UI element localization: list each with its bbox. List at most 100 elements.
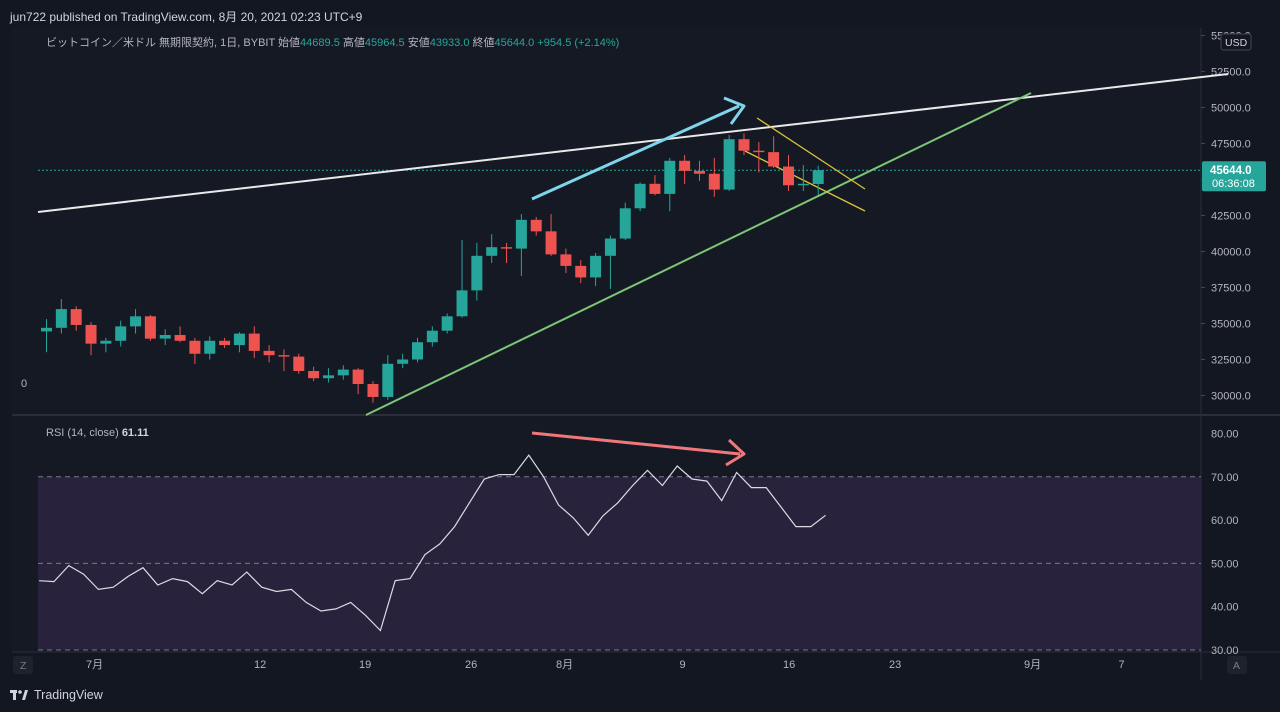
time-tick-label: 7月 [86, 659, 103, 671]
time-tick-label: 12 [254, 659, 266, 671]
time-tick-label: 16 [783, 659, 795, 671]
candle-body[interactable] [634, 183, 646, 209]
candle-body[interactable] [219, 340, 231, 346]
candle-body[interactable] [100, 340, 112, 344]
legend-part: 43933.0 [430, 37, 473, 49]
cyan-arrow-head[interactable] [723, 96, 746, 125]
candle-body[interactable] [753, 150, 765, 153]
candle-body[interactable] [515, 219, 527, 249]
candle-body[interactable] [189, 340, 201, 354]
candle-body[interactable] [115, 326, 127, 341]
candle-body[interactable] [590, 255, 602, 278]
candle-body[interactable] [130, 316, 142, 327]
last-price-badge [1202, 161, 1266, 192]
last-price-label: 45644.0 [1210, 165, 1252, 177]
candle-body[interactable] [278, 355, 290, 357]
price-tick-label: 30000.0 [1211, 391, 1251, 403]
zoom-button-label: Z [20, 660, 27, 672]
candle-body[interactable] [352, 369, 364, 384]
currency-badge[interactable] [1220, 33, 1252, 51]
rsi-line[interactable] [39, 454, 826, 632]
auto-scale-button[interactable] [1227, 656, 1247, 674]
candle-body[interactable] [144, 316, 156, 339]
currency-label: USD [1225, 37, 1248, 49]
candle-body[interactable] [471, 255, 483, 291]
candle-body[interactable] [441, 316, 453, 331]
candle-body[interactable] [174, 335, 186, 341]
candle-body[interactable] [426, 330, 438, 343]
legend-part: 45644.0 [495, 37, 538, 49]
time-tick-label: 26 [465, 659, 477, 671]
candle-body[interactable] [738, 139, 750, 151]
candle-body[interactable] [293, 356, 305, 372]
candle-body[interactable] [575, 265, 587, 278]
footer-bar: TradingView [0, 680, 1280, 712]
channel-lower-line[interactable] [744, 150, 866, 212]
candle-body[interactable] [604, 238, 616, 256]
resistance-trendline[interactable] [37, 73, 1229, 213]
candle-body[interactable] [501, 247, 513, 249]
candle-body[interactable] [248, 333, 260, 351]
rsi-tick-label: 40.00 [1211, 602, 1239, 614]
zoom-reset-button[interactable] [13, 656, 33, 674]
price-tick-label: 50000.0 [1211, 103, 1251, 115]
candle-body[interactable] [664, 160, 676, 194]
red-arrow-shaft[interactable] [531, 431, 741, 456]
candle-body[interactable] [159, 335, 171, 339]
candle-body[interactable] [322, 375, 334, 379]
price-tick-label: 35000.0 [1211, 319, 1251, 331]
candle-body[interactable] [397, 359, 409, 364]
candle-body[interactable] [55, 309, 67, 328]
price-tick-label: 52500.0 [1211, 67, 1251, 79]
candle-body[interactable] [679, 160, 691, 171]
price-tick-label: 32500.0 [1211, 355, 1251, 367]
candle-body[interactable] [337, 369, 349, 376]
candle-body[interactable] [456, 290, 468, 317]
candle-body[interactable] [412, 342, 423, 360]
legend-part: +954.5 (+2.14%) [537, 37, 619, 49]
time-tick-label: 7 [1119, 659, 1125, 671]
candle-body[interactable] [545, 231, 557, 255]
candle-body[interactable] [693, 170, 705, 174]
tradingview-logo-icon [10, 689, 28, 701]
candle-body[interactable] [619, 208, 631, 239]
publisher-bar: jun722 published on TradingView.com, 8月 … [0, 0, 1280, 28]
candle-body[interactable] [308, 371, 320, 379]
channel-upper-line[interactable] [756, 117, 866, 190]
candle-body[interactable] [708, 173, 720, 190]
candle-body[interactable] [783, 166, 794, 186]
time-tick-label: 8月 [556, 659, 573, 671]
candle-body[interactable] [649, 183, 661, 194]
symbol-legend: ビットコイン／米ドル 無期限契約, 1日, BYBIT 始値44689.5 高値… [46, 35, 619, 49]
time-tick-label: 23 [889, 659, 901, 671]
candle-body[interactable] [204, 340, 216, 354]
red-arrow-head[interactable] [725, 438, 746, 467]
candle-body[interactable] [367, 383, 379, 397]
candle-body[interactable] [41, 327, 52, 332]
candle-body[interactable] [812, 170, 824, 184]
candle-body[interactable] [382, 363, 394, 397]
candle-body[interactable] [560, 254, 572, 266]
price-tick-label: 47500.0 [1211, 139, 1251, 151]
candle-body[interactable] [486, 247, 498, 256]
tradingview-brand[interactable]: TradingView [10, 688, 103, 702]
candle-body[interactable] [70, 309, 82, 325]
legend-part: 45964.5 [365, 37, 408, 49]
auto-button-label: A [1233, 660, 1240, 672]
legend-part: 高値 [343, 35, 365, 49]
rsi-tick-label: 80.00 [1211, 429, 1239, 441]
candle-body[interactable] [233, 333, 245, 346]
published-line: jun722 published on TradingView.com, 8月 … [10, 10, 363, 24]
candle-body[interactable] [85, 324, 97, 344]
candle-body[interactable] [530, 219, 542, 232]
legend-part: 安値 [408, 35, 430, 49]
cyan-arrow-shaft[interactable] [531, 104, 740, 201]
rsi-legend-label: RSI (14, close) [46, 427, 122, 439]
candle-body[interactable] [797, 183, 809, 186]
time-tick-label: 19 [359, 659, 371, 671]
candle-body[interactable] [768, 152, 780, 167]
support-trendline[interactable] [365, 92, 1032, 416]
candle-body[interactable] [263, 350, 275, 356]
candle-body[interactable] [723, 139, 735, 190]
